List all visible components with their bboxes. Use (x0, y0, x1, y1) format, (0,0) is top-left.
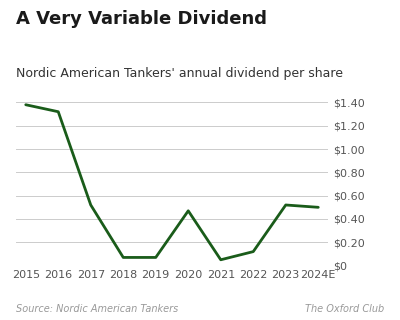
Text: The Oxford Club: The Oxford Club (305, 304, 384, 314)
Text: Nordic American Tankers' annual dividend per share: Nordic American Tankers' annual dividend… (16, 67, 343, 80)
Text: Source: Nordic American Tankers: Source: Nordic American Tankers (16, 304, 178, 314)
Text: A Very Variable Dividend: A Very Variable Dividend (16, 10, 267, 28)
